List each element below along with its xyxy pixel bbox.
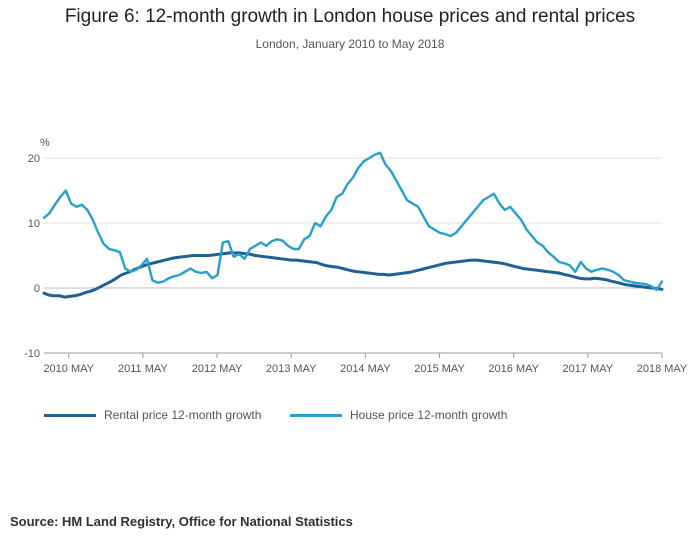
legend-item-house[interactable]: House price 12-month growth [290, 408, 507, 422]
y-tick-label: 20 [28, 153, 40, 165]
chart-subtitle: London, January 2010 to May 2018 [255, 37, 445, 51]
legend-item-rental[interactable]: Rental price 12-month growth [44, 408, 261, 422]
x-tick-label: 2017 MAY [563, 363, 614, 375]
gridlines [44, 157, 662, 354]
series-line-rental [42, 251, 664, 299]
legend-swatch-house [290, 413, 342, 417]
legend-label-rental: Rental price 12-month growth [104, 408, 262, 422]
x-tick-label: 2014 MAY [340, 363, 391, 375]
y-tick-label: 10 [28, 218, 40, 230]
y-tick-label: 0 [34, 283, 40, 295]
chart-title: Figure 6: 12-month growth in London hous… [64, 6, 636, 27]
x-tick-label: 2011 MAY [118, 363, 168, 375]
legend-swatch-rental [44, 413, 96, 417]
x-tick-label: 2018 MAY [637, 363, 688, 375]
y-axis-label: % [40, 137, 50, 149]
x-tick-label: 2010 MAY [43, 363, 94, 375]
axes: -10 0 10 20% 2010 MAY 2011 MAY 2012 MAY 2013 MA… [24, 137, 688, 375]
series-lines [42, 151, 664, 299]
x-tick-label: 2013 MAY [266, 363, 317, 375]
legend-label-house: House price 12-month growth [350, 408, 508, 422]
x-tick-label: 2016 MAY [488, 363, 539, 375]
y-tick-label: -10 [24, 348, 40, 360]
source-note: Source: HM Land Registry, Office for Nat… [10, 514, 353, 529]
series-line-house [42, 151, 664, 292]
x-tick-label: 2012 MAY [192, 363, 243, 375]
x-tick-label: 2015 MAY [414, 363, 465, 375]
